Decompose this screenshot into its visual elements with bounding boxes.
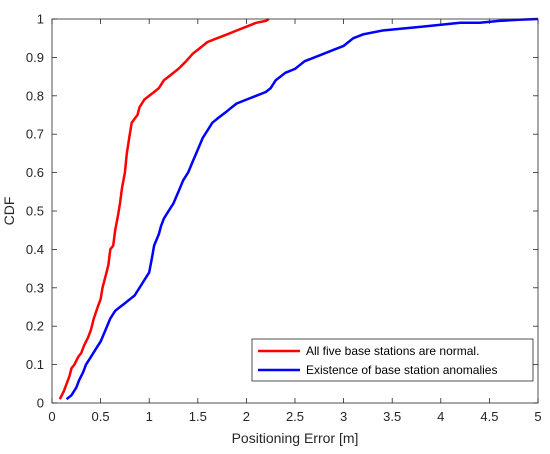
x-tick-label: 3.5 <box>383 409 401 424</box>
ticks-layer: 0 0.5 1 1.5 2 2.5 3 3.5 4 4.5 5 0 0.1 0.2 0.3 0.4 0.5 0.6… <box>26 12 542 425</box>
legend-label-anomalies: Existence of base station anomalies <box>306 363 497 377</box>
y-tick-label: 0.8 <box>26 88 44 103</box>
x-axis-label: Positioning Error [m] <box>232 430 359 446</box>
x-tick-label: 5 <box>534 409 541 424</box>
x-tick-label: 2.5 <box>286 409 304 424</box>
y-tick-label: 0.4 <box>26 242 44 257</box>
series-layer <box>58 17 539 401</box>
y-tick-label: 0.7 <box>26 127 44 142</box>
x-tick-label: 2 <box>243 409 250 424</box>
legend-box <box>251 338 534 382</box>
y-tick-label: 0.6 <box>26 165 44 180</box>
y-tick-label: 0.5 <box>26 204 44 219</box>
series-line-normal <box>58 17 270 400</box>
y-tick-label: 0.1 <box>26 357 44 372</box>
x-tick-label: 0.5 <box>92 409 110 424</box>
y-tick-label: 0 <box>37 396 44 411</box>
x-tick-label: 1.5 <box>189 409 207 424</box>
y-tick-label: 1 <box>37 12 44 27</box>
legend-label-normal: All five base stations are normal. <box>306 344 479 358</box>
y-tick-label: 0.3 <box>26 280 44 295</box>
x-tick-label: 4 <box>437 409 444 424</box>
x-tick-label: 4.5 <box>480 409 498 424</box>
y-tick-label: 0.9 <box>26 50 44 65</box>
series-line-anomalies <box>65 17 539 401</box>
x-tick-label: 0 <box>48 409 55 424</box>
y-tick-label: 0.2 <box>26 319 44 334</box>
x-tick-label: 1 <box>146 409 153 424</box>
legend: All five base stations are normal. Exist… <box>251 338 534 382</box>
y-axis-label: CDF <box>1 197 17 226</box>
x-tick-label: 3 <box>340 409 347 424</box>
